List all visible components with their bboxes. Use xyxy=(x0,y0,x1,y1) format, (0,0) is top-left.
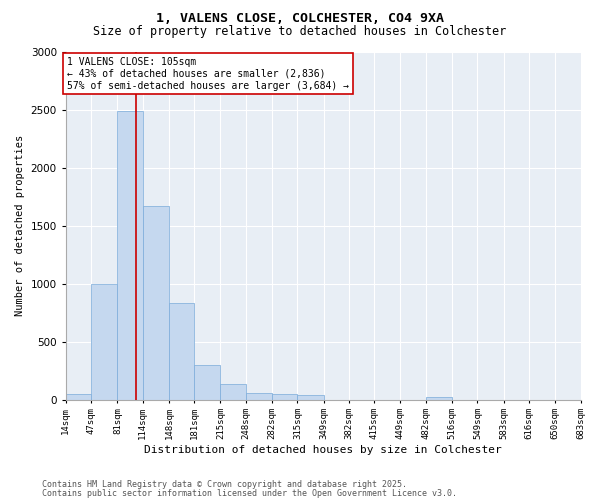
Bar xyxy=(426,396,452,400)
Bar xyxy=(298,395,323,400)
Bar xyxy=(91,284,118,400)
Bar xyxy=(220,384,246,400)
Text: 1 VALENS CLOSE: 105sqm
← 43% of detached houses are smaller (2,836)
57% of semi-: 1 VALENS CLOSE: 105sqm ← 43% of detached… xyxy=(67,58,349,90)
Bar xyxy=(143,206,169,400)
Bar xyxy=(194,365,220,400)
Text: Contains public sector information licensed under the Open Government Licence v3: Contains public sector information licen… xyxy=(42,488,457,498)
Bar xyxy=(272,394,298,400)
Bar xyxy=(118,110,143,400)
Text: Size of property relative to detached houses in Colchester: Size of property relative to detached ho… xyxy=(94,25,506,38)
Bar xyxy=(169,304,194,400)
X-axis label: Distribution of detached houses by size in Colchester: Distribution of detached houses by size … xyxy=(144,445,502,455)
Bar xyxy=(66,394,91,400)
Text: 1, VALENS CLOSE, COLCHESTER, CO4 9XA: 1, VALENS CLOSE, COLCHESTER, CO4 9XA xyxy=(156,12,444,26)
Bar xyxy=(246,392,272,400)
Y-axis label: Number of detached properties: Number of detached properties xyxy=(15,135,25,316)
Text: Contains HM Land Registry data © Crown copyright and database right 2025.: Contains HM Land Registry data © Crown c… xyxy=(42,480,407,489)
